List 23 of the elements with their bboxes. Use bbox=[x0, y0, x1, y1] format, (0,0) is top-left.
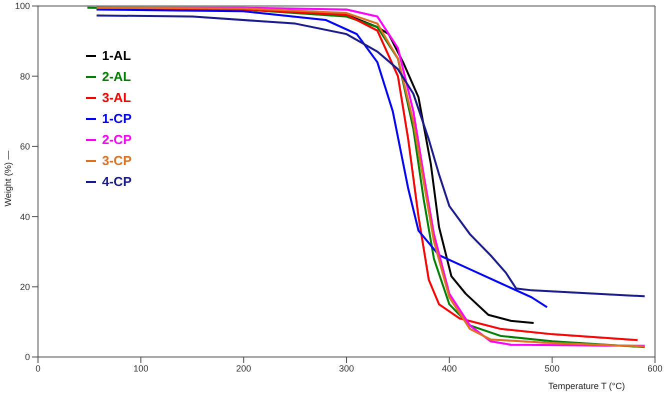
legend-label: 4-CP bbox=[102, 174, 132, 189]
legend-label: 2-CP bbox=[102, 132, 132, 147]
y-tick-label: 0 bbox=[24, 352, 30, 362]
y-tick-label: 80 bbox=[20, 71, 30, 82]
x-axis-title: Temperature T (°C) bbox=[548, 381, 625, 391]
y-tick-label: 100 bbox=[14, 1, 30, 12]
x-tick-label: 0 bbox=[35, 363, 41, 374]
legend-label: 3-CP bbox=[102, 153, 132, 168]
x-tick-label: 200 bbox=[236, 363, 252, 374]
line-series bbox=[96, 14, 646, 298]
x-tick-label: 400 bbox=[442, 363, 457, 374]
y-tick-label: 20 bbox=[20, 282, 30, 292]
y-axis-title: Weight (%) — bbox=[3, 150, 14, 206]
x-tick-label: 300 bbox=[338, 363, 354, 374]
legend-label: 1-CP bbox=[102, 111, 132, 126]
legend-label: 1-AL bbox=[102, 48, 131, 63]
x-tick-label: 500 bbox=[544, 363, 560, 374]
legend-label: 3-AL bbox=[102, 90, 131, 105]
y-tick-label: 60 bbox=[20, 142, 30, 152]
legend-label: 2-AL bbox=[102, 69, 131, 84]
x-tick-label: 100 bbox=[133, 363, 148, 374]
y-tick-label: 40 bbox=[20, 212, 30, 222]
x-tick-label: 600 bbox=[647, 363, 663, 374]
